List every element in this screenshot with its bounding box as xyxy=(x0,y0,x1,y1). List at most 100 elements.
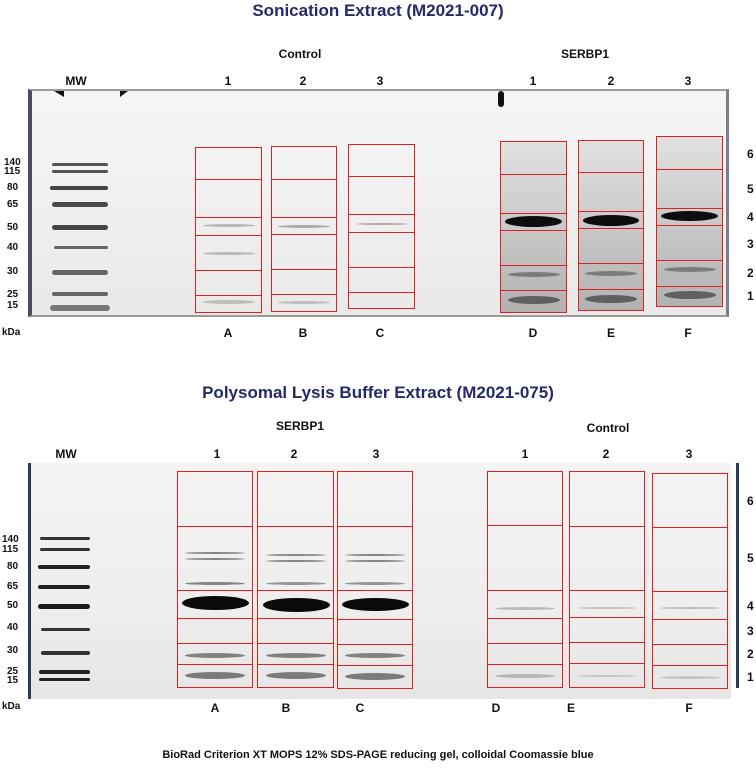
gel2-slice-number: 4 xyxy=(747,599,754,613)
gel2-lane-letter: B xyxy=(281,701,291,715)
ladder-band xyxy=(40,537,90,540)
gel1-ladder-label: 65 xyxy=(7,199,19,210)
gel2-right-frame xyxy=(736,463,739,688)
gel1-well-artifact xyxy=(120,91,128,97)
gel2-lane-number: 1 xyxy=(213,447,221,461)
gel1-lane-D-box xyxy=(500,141,567,313)
gel2-lane-number: 2 xyxy=(290,447,298,461)
ladder-band xyxy=(52,170,108,173)
gel1-group-serbp1-label: SERBP1 xyxy=(560,47,610,61)
ladder-band xyxy=(50,305,110,311)
gel2-mw-label: MW xyxy=(55,447,77,461)
gel1-lane-number: 2 xyxy=(607,74,615,88)
gel1-lane-E-box xyxy=(578,140,644,311)
gel1-ladder-label: 25 xyxy=(7,289,19,300)
gel1-ladder-label: 140 xyxy=(4,157,21,168)
gel1-lane-letter: C xyxy=(375,326,385,340)
gel1-lane-number: 2 xyxy=(299,74,307,88)
gel1-title: Sonication Extract (M2021-007) xyxy=(252,1,504,20)
gel2-unit-label: kDa xyxy=(2,701,21,712)
gel1-lane-letter: E xyxy=(606,326,615,340)
ladder-band xyxy=(52,225,108,230)
gel1-lane-F-box xyxy=(656,136,723,307)
gel2-lane-number: 1 xyxy=(521,447,529,461)
gel2-slice-number: 6 xyxy=(747,494,754,508)
gel1-well-artifact xyxy=(498,91,504,107)
gel1-slice-number: 5 xyxy=(747,182,754,196)
gel1-lane-letter: A xyxy=(223,326,233,340)
gel2-ladder-label: 115 xyxy=(2,544,19,555)
gel2-ladder-label: 140 xyxy=(2,534,19,545)
gel2-lane-letter: F xyxy=(685,701,693,715)
gel1-ladder-label: 115 xyxy=(4,166,21,177)
gel2-ladder-label: 80 xyxy=(7,561,19,572)
gel1-slice-number: 4 xyxy=(747,210,754,224)
gel2-lane-number: 3 xyxy=(685,447,693,461)
ladder-band xyxy=(52,270,108,275)
gel2-ladder-label: 50 xyxy=(7,600,19,611)
gel2-title: Polysomal Lysis Buffer Extract (M2021-07… xyxy=(202,383,554,402)
gel1-ladder-label: 30 xyxy=(7,266,19,277)
gel1-slice-number: 1 xyxy=(747,289,754,303)
gel2-lane-letter: E xyxy=(566,701,575,715)
gel2-ladder-label: 65 xyxy=(7,581,19,592)
gel2-slice-number: 2 xyxy=(747,647,754,661)
gel2-ladder-label: 40 xyxy=(7,622,19,633)
ladder-band xyxy=(38,604,90,609)
gel2-image xyxy=(31,463,731,699)
gel2-group-serbp1-label: SERBP1 xyxy=(275,419,325,433)
ladder-band xyxy=(52,202,108,207)
gel2-slice-number: 1 xyxy=(747,670,754,684)
gel1-slice-number: 3 xyxy=(747,237,754,251)
gel1-lane-letter: D xyxy=(528,326,538,340)
gel2-lane-number: 2 xyxy=(602,447,610,461)
gel1-lane-number: 1 xyxy=(529,74,537,88)
gel1-ladder-label: 15 xyxy=(7,300,19,311)
gel1-lane-number: 1 xyxy=(224,74,232,88)
ladder-band xyxy=(39,678,90,681)
gel1-ladder-label: 50 xyxy=(7,222,19,233)
gel1-lane-C-box xyxy=(348,144,415,309)
gel2-lane-letter: D xyxy=(491,701,501,715)
gel1-lane-letter: F xyxy=(684,326,692,340)
gel2-slice-number: 5 xyxy=(747,551,754,565)
gel1-unit-label: kDa xyxy=(2,327,21,338)
ladder-band xyxy=(39,670,90,674)
gel1-lane-number: 3 xyxy=(684,74,692,88)
ladder-band xyxy=(52,292,108,296)
gel1-lane-B-box xyxy=(271,146,337,312)
gel2-lane-C-box xyxy=(337,471,413,689)
ladder-band xyxy=(40,548,90,551)
gel2-ladder-label: 25 xyxy=(7,666,19,677)
gel2-group-control-label: Control xyxy=(586,421,630,435)
ladder-band xyxy=(38,565,90,569)
gel1-slice-number: 6 xyxy=(747,147,754,161)
ladder-band xyxy=(41,628,90,631)
ladder-band xyxy=(38,585,90,589)
gel2-lane-letter: C xyxy=(355,701,365,715)
gel2-lane-D-box xyxy=(487,471,563,688)
gel2-slice-number: 3 xyxy=(747,624,754,638)
gel2-lane-letter: A xyxy=(210,701,220,715)
ladder-band xyxy=(50,186,108,190)
figure-caption: BioRad Criterion XT MOPS 12% SDS-PAGE re… xyxy=(162,749,594,761)
gel1-lane-A-box xyxy=(195,147,262,313)
gel1-group-control-label: Control xyxy=(278,47,322,61)
gel2-lane-F-box xyxy=(652,473,728,689)
gel1-well-artifact xyxy=(54,91,64,97)
gel2-lane-E-box xyxy=(569,471,645,688)
gel2-lane-number: 3 xyxy=(372,447,380,461)
gel2-ladder-label: 30 xyxy=(7,645,19,656)
gel1-image xyxy=(28,89,729,317)
gel2-left-frame xyxy=(28,463,31,699)
gel2-lane-B-box xyxy=(257,471,334,688)
gel2-lane-A-box xyxy=(177,471,253,688)
ladder-band xyxy=(54,246,108,249)
gel1-mw-label: MW xyxy=(65,74,87,88)
ladder-band xyxy=(41,651,90,655)
gel1-lane-letter: B xyxy=(298,326,308,340)
gel1-lane-number: 3 xyxy=(376,74,384,88)
gel1-ladder-label: 40 xyxy=(7,242,19,253)
gel1-ladder-label: 80 xyxy=(7,182,19,193)
gel2-ladder-label: 15 xyxy=(7,675,19,686)
